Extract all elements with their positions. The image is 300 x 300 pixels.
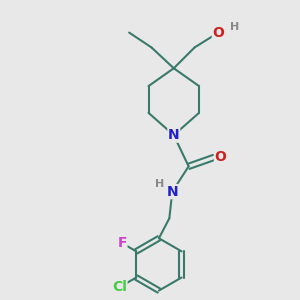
Text: O: O — [214, 150, 226, 164]
Text: H: H — [155, 179, 164, 189]
Text: F: F — [117, 236, 127, 250]
Text: Cl: Cl — [112, 280, 127, 294]
Text: O: O — [212, 26, 224, 40]
Text: H: H — [230, 22, 239, 32]
Text: N: N — [167, 184, 178, 199]
Text: N: N — [168, 128, 180, 142]
